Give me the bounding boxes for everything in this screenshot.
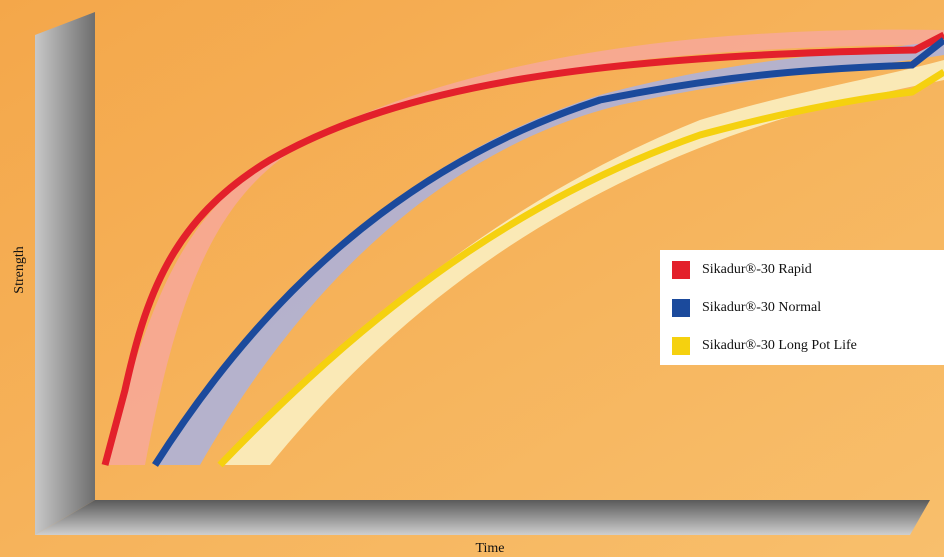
legend-label: Sikadur®-30 Rapid [702,262,812,277]
y-axis-label: Strength [12,246,27,293]
legend-swatch [672,299,690,317]
legend-box [660,250,944,365]
legend: Sikadur®-30 Rapid Sikadur®-30 Normal Sikad… [660,250,944,365]
legend-swatch [672,337,690,355]
y-axis-bar [35,12,95,535]
long-curve [217,69,944,468]
x-axis-label: Time [475,541,504,556]
rapid-curve [101,31,944,466]
legend-label: Sikadur®-30 Long Pot Life [702,338,857,353]
legend-swatch [672,261,690,279]
x-axis-bar [35,500,930,535]
long-ribbon [220,60,944,465]
normal-curve [152,37,944,467]
normal-ribbon [155,40,944,465]
legend-label: Sikadur®-30 Normal [702,300,821,315]
